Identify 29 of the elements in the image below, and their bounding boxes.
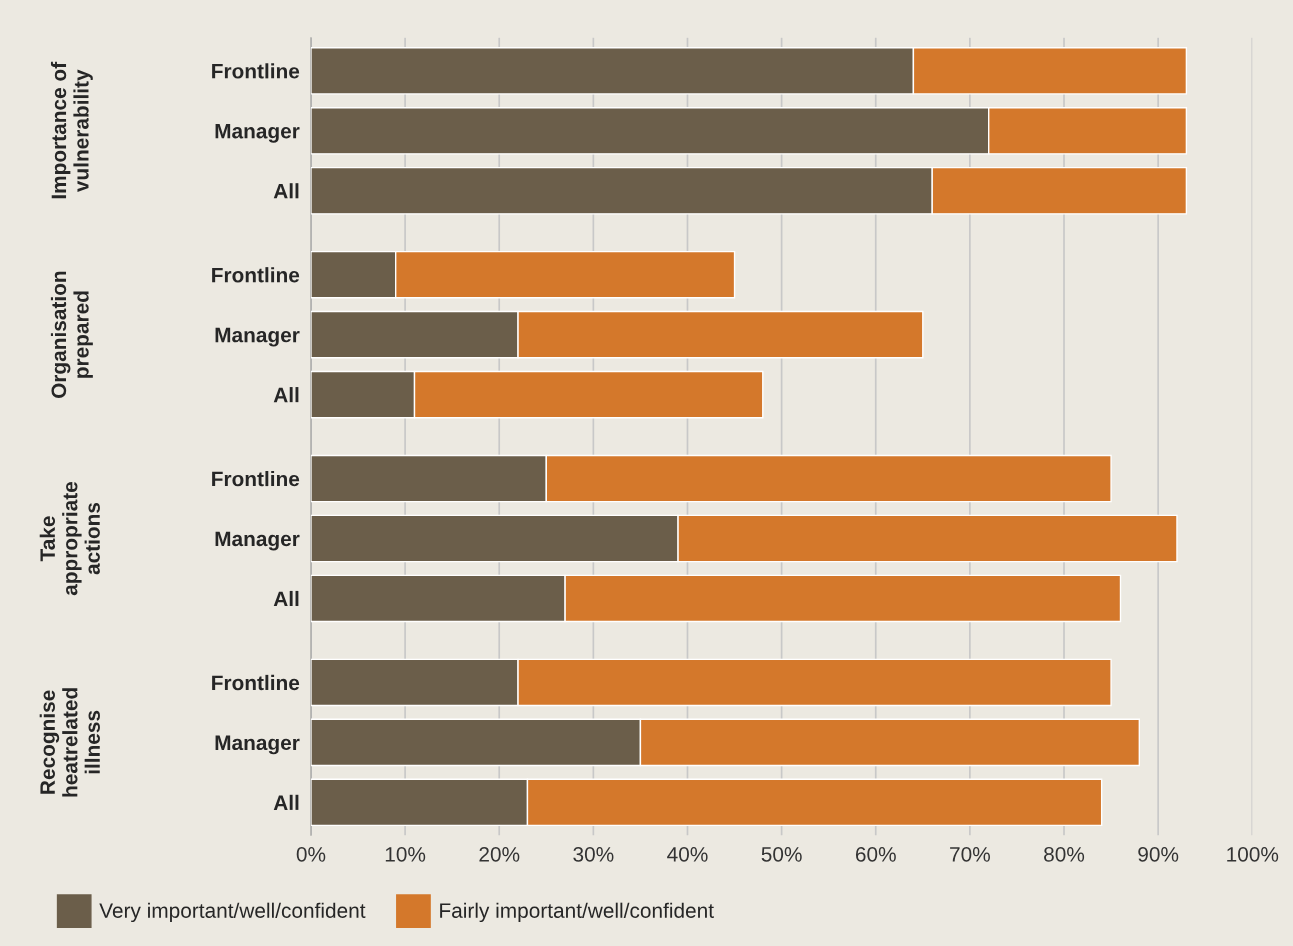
- text: Recognise heatrelated illness: [39, 688, 100, 797]
- text: Importance of vulnerability: [50, 61, 93, 199]
- x-tick-label: 80%: [1044, 846, 1085, 862]
- legend-label: Fairly important/well/confident: [440, 902, 714, 923]
- x-tick-label: 0%: [296, 846, 326, 862]
- x-tick-label: 70%: [950, 846, 990, 862]
- x-tick-label: 40%: [667, 846, 708, 862]
- y-tick-label: Manager: [215, 735, 300, 755]
- text: Organisation prepared: [50, 271, 93, 399]
- x-tick-label: 100%: [1227, 846, 1279, 862]
- y-tick-label: All: [273, 794, 299, 810]
- y-tick-label: All: [273, 387, 299, 403]
- y-tick-label: Frontline: [212, 63, 300, 79]
- text: Take appropriate actions: [39, 481, 100, 596]
- y-tick-label: Manager: [215, 327, 300, 347]
- x-tick-label: 90%: [1138, 846, 1179, 862]
- y-tick-label: Frontline: [212, 471, 300, 487]
- y-tick-label: Manager: [215, 531, 300, 551]
- legend-label: Very important/well/confident: [99, 902, 366, 923]
- x-tick-label: 50%: [761, 846, 802, 862]
- x-tick-label: 60%: [855, 846, 896, 862]
- y-tick-label: Frontline: [212, 674, 300, 691]
- x-tick-label: 30%: [573, 846, 614, 862]
- y-tick-label: All: [273, 590, 299, 607]
- x-tick-label: 20%: [479, 846, 520, 862]
- x-tick-label: 10%: [385, 846, 426, 862]
- y-tick-label: Frontline: [212, 267, 300, 283]
- y-tick-label: All: [273, 183, 299, 199]
- y-tick-label: Manager: [215, 123, 300, 143]
